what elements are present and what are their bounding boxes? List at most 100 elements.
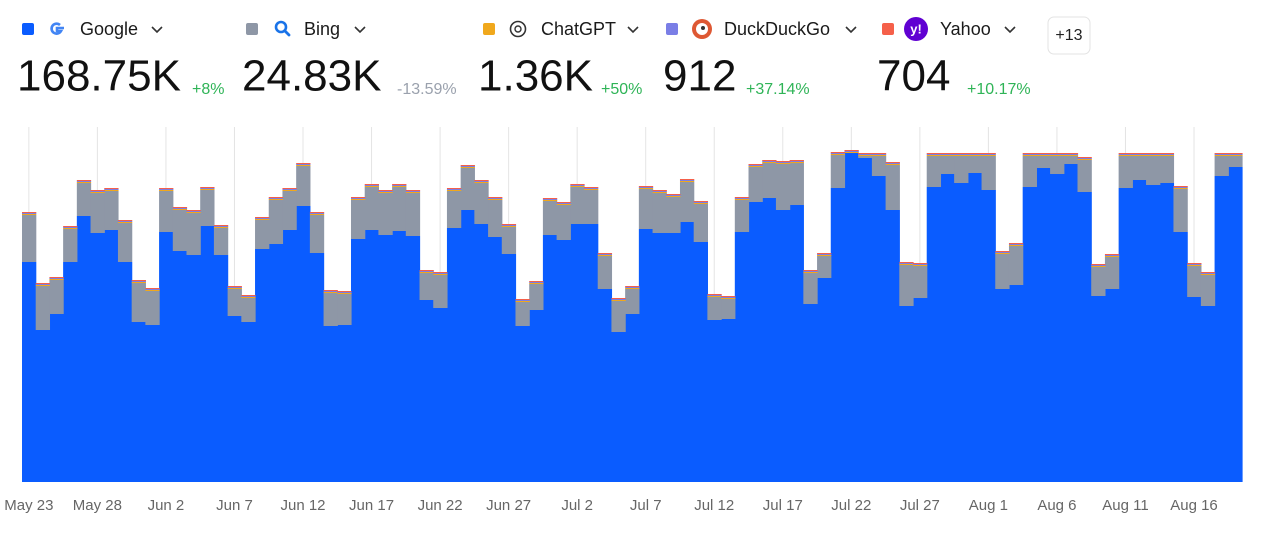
area-step	[1187, 297, 1202, 482]
more-button-label[interactable]: +13	[1055, 27, 1082, 44]
area-step	[1132, 155, 1147, 156]
area-step	[460, 166, 475, 167]
area-step	[323, 292, 338, 293]
area-step	[940, 174, 955, 482]
area-step	[350, 198, 366, 199]
x-tick-label: Aug 11	[1102, 497, 1148, 514]
area-step	[488, 237, 503, 482]
area-step	[117, 221, 133, 222]
area-step	[200, 187, 215, 188]
area-step	[570, 224, 585, 482]
area-step	[1022, 187, 1037, 482]
area-step	[282, 191, 297, 230]
area-step	[597, 256, 613, 289]
area-step	[296, 166, 311, 206]
area-step	[885, 165, 900, 210]
area-step	[227, 286, 242, 287]
area-step	[268, 244, 284, 482]
area-step	[460, 210, 475, 482]
area-step	[145, 325, 160, 482]
area-step	[1200, 273, 1216, 274]
legend-label[interactable]: Bing	[304, 19, 340, 39]
area-step	[954, 183, 969, 482]
area-step	[268, 200, 284, 244]
area-step	[49, 280, 64, 314]
legend-swatch	[882, 23, 894, 35]
area-step	[940, 153, 955, 154]
area-step	[63, 226, 78, 227]
area-step	[227, 316, 242, 482]
area-step	[364, 184, 380, 185]
area-step	[446, 191, 462, 228]
legend-swatch	[246, 23, 258, 35]
area-step	[282, 189, 297, 190]
area-step	[995, 254, 1010, 289]
area-step	[405, 236, 421, 482]
area-step	[1022, 155, 1037, 156]
area-step	[364, 187, 380, 230]
area-step	[213, 255, 229, 482]
area-step	[666, 196, 681, 197]
area-step	[1050, 153, 1065, 154]
area-step	[885, 163, 900, 164]
area-step	[90, 190, 105, 191]
area-step	[542, 199, 558, 200]
area-step	[748, 164, 763, 165]
area-step	[419, 270, 434, 271]
area-step	[255, 217, 270, 218]
area-step	[419, 300, 434, 482]
area-step	[625, 288, 640, 289]
area-step	[76, 183, 92, 216]
area-step	[926, 187, 942, 482]
area-step	[1200, 275, 1216, 306]
area-step	[529, 284, 544, 310]
area-step	[186, 210, 201, 211]
area-step	[1228, 154, 1243, 155]
x-tick-label: Jul 2	[561, 497, 593, 514]
area-step	[90, 192, 105, 193]
area-step	[817, 255, 832, 256]
area-step	[1077, 157, 1092, 158]
area-step	[789, 161, 804, 162]
area-step	[378, 193, 393, 235]
legend-label[interactable]: DuckDuckGo	[724, 19, 830, 39]
area-step	[350, 199, 366, 200]
area-step	[1132, 153, 1147, 154]
area-step	[1187, 265, 1202, 266]
area-step	[433, 275, 448, 308]
area-step	[117, 262, 133, 482]
area-step	[638, 186, 654, 187]
area-step	[789, 205, 804, 482]
area-step	[584, 190, 599, 224]
area-step	[803, 272, 818, 273]
legend-label[interactable]: ChatGPT	[541, 19, 616, 39]
area-step	[117, 222, 133, 223]
area-step	[748, 202, 763, 482]
area-step	[1228, 167, 1243, 482]
area-step	[803, 304, 818, 482]
area-step	[1146, 156, 1161, 185]
area-step	[1036, 168, 1051, 482]
area-step	[817, 253, 832, 254]
legend-label[interactable]: Yahoo	[940, 19, 991, 39]
area-step	[844, 150, 859, 151]
area-step	[419, 272, 434, 273]
area-step	[49, 279, 64, 280]
x-tick-label: Jun 17	[349, 497, 394, 514]
area-step	[1118, 155, 1133, 156]
area-step	[803, 270, 818, 271]
area-step	[967, 173, 983, 482]
area-step	[556, 203, 571, 204]
area-step	[734, 197, 750, 198]
area-step	[1118, 153, 1133, 154]
area-step	[597, 254, 613, 255]
area-step	[693, 201, 708, 202]
area-step	[172, 207, 188, 208]
area-step	[830, 188, 846, 482]
more-button[interactable]	[1047, 16, 1091, 55]
legend-label[interactable]: Google	[80, 19, 138, 39]
area-step	[63, 227, 78, 228]
area-step	[1214, 154, 1229, 155]
area-step	[1008, 243, 1024, 244]
area-step	[1104, 255, 1120, 256]
